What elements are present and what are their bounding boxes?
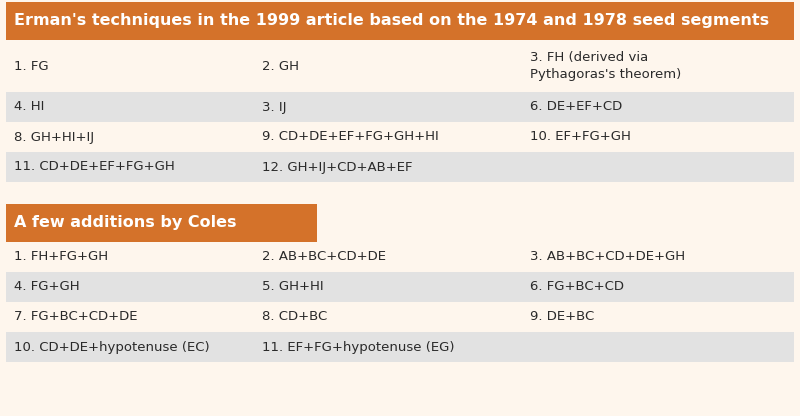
Text: 6. FG+BC+CD: 6. FG+BC+CD [530, 280, 624, 294]
Text: 1. FG: 1. FG [14, 59, 49, 72]
Bar [6, 92, 794, 122]
Bar [6, 362, 794, 416]
Text: 10. CD+DE+hypotenuse (EC): 10. CD+DE+hypotenuse (EC) [14, 341, 210, 354]
Text: 11. CD+DE+EF+FG+GH: 11. CD+DE+EF+FG+GH [14, 161, 174, 173]
Bar [6, 302, 794, 332]
Bar [318, 204, 794, 242]
Bar [6, 182, 794, 204]
Bar [6, 272, 794, 302]
Bar [6, 2, 794, 40]
Text: 7. FG+BC+CD+DE: 7. FG+BC+CD+DE [14, 310, 138, 324]
Text: 9. DE+BC: 9. DE+BC [530, 310, 594, 324]
Text: 6. DE+EF+CD: 6. DE+EF+CD [530, 101, 622, 114]
Text: 4. FG+GH: 4. FG+GH [14, 280, 80, 294]
Text: 5. GH+HI: 5. GH+HI [262, 280, 324, 294]
Text: 2. AB+BC+CD+DE: 2. AB+BC+CD+DE [262, 250, 386, 263]
Text: 2. GH: 2. GH [262, 59, 299, 72]
Text: 12. GH+IJ+CD+AB+EF: 12. GH+IJ+CD+AB+EF [262, 161, 413, 173]
Text: 8. CD+BC: 8. CD+BC [262, 310, 327, 324]
Bar [6, 332, 794, 362]
Text: Erman's techniques in the 1999 article based on the 1974 and 1978 seed segments: Erman's techniques in the 1999 article b… [14, 13, 769, 29]
Bar [6, 40, 794, 92]
Bar [6, 152, 794, 182]
Text: 10. EF+FG+GH: 10. EF+FG+GH [530, 131, 631, 144]
Bar [6, 242, 794, 272]
Text: 9. CD+DE+EF+FG+GH+HI: 9. CD+DE+EF+FG+GH+HI [262, 131, 439, 144]
Bar [6, 204, 318, 242]
Text: 3. IJ: 3. IJ [262, 101, 286, 114]
Text: 11. EF+FG+hypotenuse (EG): 11. EF+FG+hypotenuse (EG) [262, 341, 454, 354]
Text: 4. HI: 4. HI [14, 101, 44, 114]
Text: 3. AB+BC+CD+DE+GH: 3. AB+BC+CD+DE+GH [530, 250, 686, 263]
Text: 3. FH (derived via
Pythagoras's theorem): 3. FH (derived via Pythagoras's theorem) [530, 51, 682, 81]
Bar [6, 122, 794, 152]
Text: A few additions by Coles: A few additions by Coles [14, 215, 237, 230]
Text: 1. FH+FG+GH: 1. FH+FG+GH [14, 250, 108, 263]
Text: 8. GH+HI+IJ: 8. GH+HI+IJ [14, 131, 94, 144]
